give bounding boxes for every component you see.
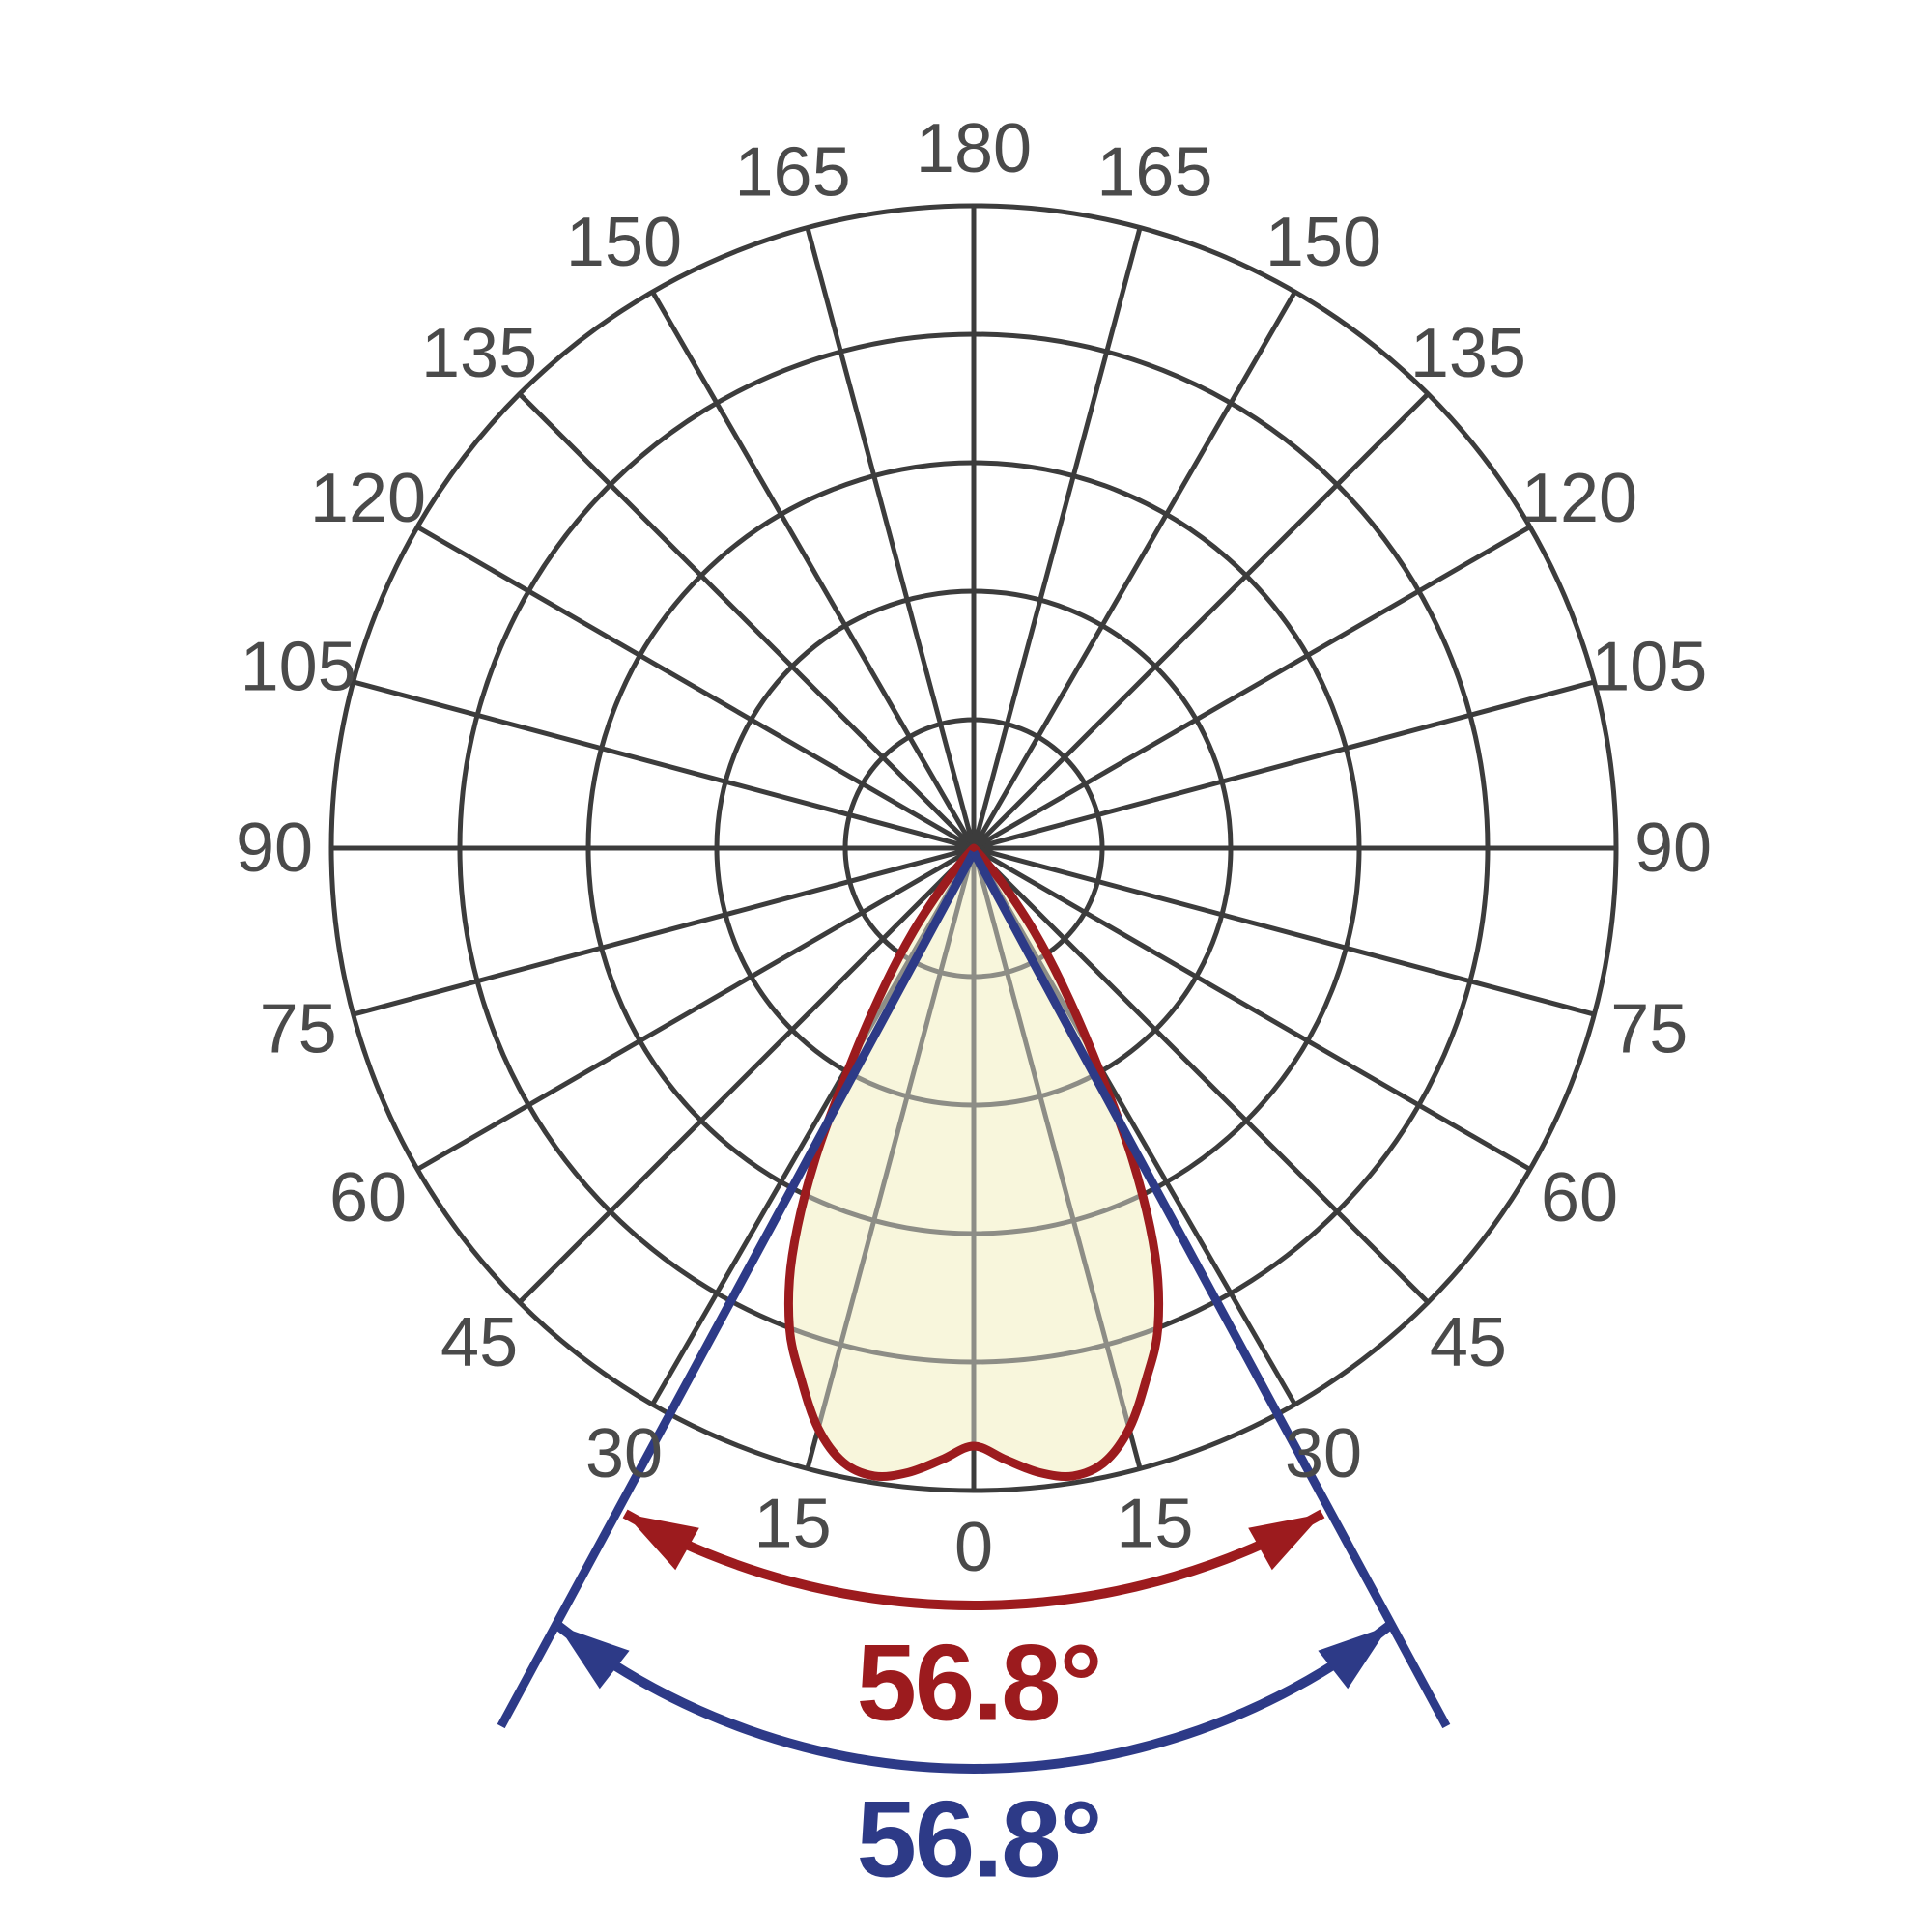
polar-grid-spoke: [972, 846, 1430, 1304]
angle-label-r15: 15: [1116, 1485, 1193, 1562]
angle-label-l45: 45: [440, 1304, 518, 1381]
polar-grid-spoke-gray: [971, 848, 1143, 1469]
beam-cone-line-right: [970, 849, 1451, 1729]
polar-grid-spoke: [972, 525, 1532, 851]
polar-grid-spoke: [805, 227, 977, 849]
polar-grid-spoke: [353, 679, 975, 851]
beam-angle-c0-arc: [622, 1509, 1325, 1611]
polar-grid-spoke: [971, 227, 1143, 849]
angle-label-l150: 150: [566, 204, 682, 281]
polar-grid-spoke: [973, 845, 1595, 1017]
beam-angle-value-c0: 56.8°: [857, 1623, 1101, 1744]
polar-grid-spoke: [972, 392, 1430, 850]
polar-grid-spoke: [415, 525, 976, 851]
angle-label-l30: 30: [585, 1415, 663, 1492]
polar-grid-spoke: [415, 845, 976, 1172]
angle-label-r135: 135: [1410, 315, 1526, 392]
beam-lobe-outline: [783, 843, 1164, 1482]
angle-label-r165: 165: [1096, 134, 1212, 212]
arrow-head-icon: [557, 1626, 630, 1690]
beam-angle-c90-arc: [554, 1622, 1393, 1774]
angle-label-l15: 15: [754, 1485, 832, 1562]
polar-grid-spoke-gray: [805, 848, 977, 1469]
angle-label-r90: 90: [1634, 810, 1712, 887]
beam-angle-value-c90: 56.8°: [857, 1779, 1101, 1900]
arrow-head-icon: [1318, 1626, 1390, 1690]
angle-label-r150: 150: [1265, 204, 1381, 281]
angle-label-l105: 105: [241, 629, 356, 706]
angle-label-r30: 30: [1285, 1415, 1362, 1492]
polar-grid-spoke: [353, 845, 975, 1017]
angle-label-l135: 135: [421, 315, 537, 392]
polar-grid-spoke: [972, 845, 1532, 1172]
angle-label-r45: 45: [1430, 1304, 1507, 1381]
angle-label-r120: 120: [1521, 460, 1637, 537]
angle-label-l120: 120: [310, 460, 426, 537]
beam-cone-line-left: [497, 849, 978, 1729]
arrow-head-icon: [1248, 1514, 1322, 1571]
angle-label-l165: 165: [735, 134, 851, 212]
polar-grid-spoke: [973, 679, 1595, 851]
angle-label-r75: 75: [1610, 990, 1688, 1067]
angle-label-l75: 75: [260, 990, 337, 1067]
arrow-head-icon: [625, 1514, 699, 1571]
angle-label-l90: 90: [236, 810, 313, 887]
polar-grid-spoke: [518, 392, 976, 850]
polar-grid-spoke: [518, 846, 976, 1304]
angle-label-l60: 60: [329, 1159, 407, 1236]
angle-label-r0: 0: [954, 1509, 993, 1586]
polar-grid-spoke: [971, 290, 1297, 850]
angle-label-r105: 105: [1591, 629, 1707, 706]
polar-grid-spoke: [650, 290, 977, 850]
angle-label-r180: 180: [916, 110, 1032, 187]
angle-label-r60: 60: [1541, 1159, 1618, 1236]
